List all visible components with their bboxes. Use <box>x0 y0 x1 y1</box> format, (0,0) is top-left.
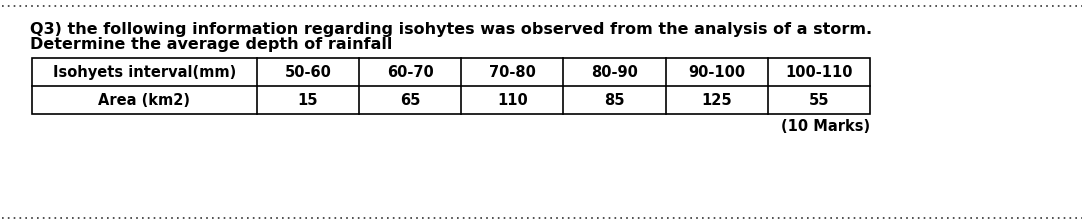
Text: 85: 85 <box>604 93 624 108</box>
Text: 70-80: 70-80 <box>489 65 535 80</box>
Text: 65: 65 <box>400 93 421 108</box>
Text: Area (km2): Area (km2) <box>99 93 191 108</box>
Bar <box>33 58 870 114</box>
Text: (10 Marks): (10 Marks) <box>780 119 870 134</box>
Text: 100-110: 100-110 <box>785 65 853 80</box>
Text: 90-100: 90-100 <box>688 65 746 80</box>
Text: Determine the average depth of rainfall: Determine the average depth of rainfall <box>30 37 392 52</box>
Text: 60-70: 60-70 <box>387 65 434 80</box>
Text: Isohyets interval(mm): Isohyets interval(mm) <box>53 65 236 80</box>
Text: 125: 125 <box>701 93 732 108</box>
Text: 50-60: 50-60 <box>284 65 332 80</box>
Text: 80-90: 80-90 <box>591 65 638 80</box>
Text: 110: 110 <box>496 93 528 108</box>
Text: 55: 55 <box>809 93 829 108</box>
Text: 15: 15 <box>298 93 319 108</box>
Text: Q3) the following information regarding isohytes was observed from the analysis : Q3) the following information regarding … <box>30 22 873 37</box>
